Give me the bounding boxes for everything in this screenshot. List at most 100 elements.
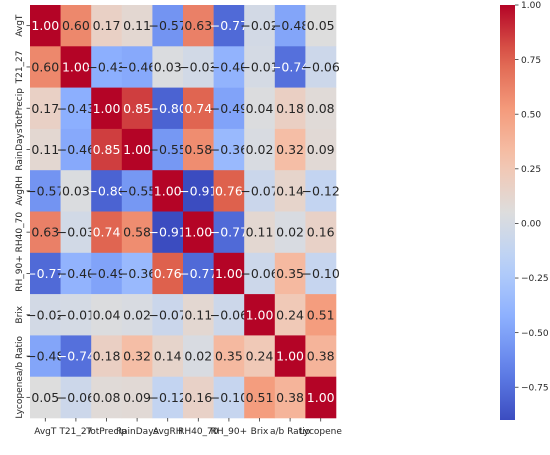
heatmap-cell-AvgRH-TotPrecip	[91, 170, 123, 212]
heatmap-cell-RH40_70-Lycopene	[305, 211, 337, 254]
y-tick-label: RH40_70	[15, 212, 25, 253]
cell-value-label: −0.77	[210, 225, 248, 240]
heatmap-cell-AvgT-AvgRH	[152, 5, 184, 47]
cell-value-label: 0.58	[184, 142, 212, 157]
cell-value-label: 0.76	[154, 266, 182, 281]
heatmap-cell-Lycopene-RainDays	[121, 376, 153, 419]
x-tick-label: RainDays	[116, 427, 159, 437]
cell-value-label: 1.00	[184, 225, 212, 240]
heatmap-cell-Brix-RH40_70	[183, 294, 214, 336]
cell-value-label: 0.11	[246, 225, 274, 240]
cell-value-label: −0.40	[210, 59, 248, 74]
heatmap-cell-RainDays-RainDays	[121, 128, 153, 171]
cell-value-label: 0.32	[276, 142, 304, 157]
cell-value-label: −0.12	[149, 390, 187, 405]
cell-value-label: −0.03	[57, 225, 95, 240]
cell-value-label: −0.07	[149, 307, 187, 322]
heatmap-cell-a/b Ratio-T21_27	[60, 335, 92, 377]
cell-value-label: −0.02	[26, 307, 64, 322]
heatmap-cell-RH_90+-RH40_70	[183, 252, 214, 295]
cell-value-label: 0.60	[62, 18, 90, 33]
heatmap-cell-Lycopene-a/b Ratio	[274, 376, 306, 419]
cell-value-label: −0.03	[179, 59, 217, 74]
heatmap-cell-a/b Ratio-AvgRH	[152, 335, 184, 377]
cell-value-label: 0.02	[276, 225, 304, 240]
cell-value-label: 0.51	[246, 390, 274, 405]
cell-value-label: 1.00	[246, 307, 274, 322]
heatmap-cell-RH40_70-TotPrecip	[91, 211, 123, 254]
y-tick-label: RainDays	[15, 128, 25, 171]
colorbar-tick-label: 0.00	[521, 220, 541, 230]
cell-value-label: 0.11	[184, 307, 212, 322]
heatmap-cell-AvgT-a/b Ratio	[274, 5, 306, 47]
cell-value-label: 0.02	[246, 142, 274, 157]
heatmap-cell-a/b Ratio-TotPrecip	[91, 335, 123, 377]
heatmap-cell-TotPrecip-Lycopene	[305, 87, 337, 130]
heatmap-cell-RH40_70-RH_90+	[213, 211, 245, 254]
y-tick-label: AvgT	[15, 14, 25, 37]
cell-value-label: 0.03	[154, 59, 182, 74]
cell-value-label: 0.60	[31, 59, 59, 74]
heatmap-cell-T21_27-RainDays	[121, 46, 153, 88]
cell-value-label: 0.11	[123, 18, 151, 33]
cell-value-label: −0.91	[179, 183, 217, 198]
heatmap-cell-Lycopene-T21_27	[60, 376, 92, 419]
cell-value-label: −0.06	[302, 59, 340, 74]
cell-value-label: −0.57	[149, 18, 187, 33]
cell-value-label: −0.36	[118, 266, 156, 281]
cell-value-label: 0.09	[307, 142, 335, 157]
cell-value-label: 0.03	[62, 183, 90, 198]
heatmap-cell-RH40_70-RainDays	[121, 211, 153, 254]
heatmap-cell-RH40_70-a/b Ratio	[274, 211, 306, 254]
cell-value-label: −0.55	[118, 183, 156, 198]
cell-value-label: 0.38	[276, 390, 304, 405]
cell-value-label: 0.32	[123, 349, 151, 364]
heatmap-cell-T21_27-T21_27	[60, 46, 92, 88]
heatmap-cell-RH_90+-AvgT	[30, 252, 61, 295]
cell-value-label: 0.76	[215, 183, 243, 198]
cell-value-label: −0.06	[240, 266, 278, 281]
heatmap-cell-TotPrecip-RH_90+	[213, 87, 245, 130]
heatmap-cell-AvgRH-AvgRH	[152, 170, 184, 212]
heatmap-cell-RH_90+-T21_27	[60, 252, 92, 295]
cell-value-label: 1.00	[62, 59, 90, 74]
heatmap-cell-RainDays-a/b Ratio	[274, 128, 306, 171]
heatmap-cell-AvgRH-Brix	[244, 170, 276, 212]
heatmap-cell-a/b Ratio-RH_90+	[213, 335, 245, 377]
x-tick-label: AvgRH	[153, 427, 183, 437]
cell-value-label: 1.00	[93, 101, 121, 116]
cell-value-label: 0.08	[93, 390, 121, 405]
heatmap-cell-TotPrecip-RH40_70	[183, 87, 214, 130]
colorbar-gradient	[500, 5, 515, 420]
heatmap-cell-Lycopene-RH_90+	[213, 376, 245, 419]
heatmap-cell-RainDays-RH_90+	[213, 128, 245, 171]
cell-value-label: 0.08	[307, 101, 335, 116]
heatmap-cell-a/b Ratio-RH40_70	[183, 335, 214, 377]
heatmap-cell-T21_27-RH40_70	[183, 46, 214, 88]
cell-value-label: 0.16	[184, 390, 212, 405]
heatmap-cell-T21_27-Lycopene	[305, 46, 337, 88]
heatmap-cell-AvgRH-Lycopene	[305, 170, 337, 212]
heatmap-cell-AvgRH-a/b Ratio	[274, 170, 306, 212]
cell-value-label: 1.00	[31, 18, 59, 33]
heatmap-cell-Lycopene-Brix	[244, 376, 276, 419]
cell-value-label: 0.74	[93, 225, 121, 240]
heatmap-cell-AvgT-RH40_70	[183, 5, 214, 47]
heatmap-cell-a/b Ratio-RainDays	[121, 335, 153, 377]
heatmap-cell-RainDays-TotPrecip	[91, 128, 123, 171]
heatmap-cell-T21_27-a/b Ratio	[274, 46, 306, 88]
heatmap-cell-Brix-AvgRH	[152, 294, 184, 336]
cell-value-label: −0.40	[57, 266, 95, 281]
heatmap-cell-a/b Ratio-AvgT	[30, 335, 61, 377]
cell-value-label: 0.63	[31, 225, 59, 240]
cell-value-label: 1.00	[307, 390, 335, 405]
cell-value-label: 0.74	[184, 101, 212, 116]
cell-value-label: 0.35	[215, 349, 243, 364]
cell-value-label: −0.43	[57, 101, 95, 116]
heatmap-cell-Brix-Lycopene	[305, 294, 337, 336]
heatmap-cell-T21_27-RH_90+	[213, 46, 245, 88]
heatmap-cell-RH_90+-Lycopene	[305, 252, 337, 295]
cell-value-label: −0.07	[240, 183, 278, 198]
heatmap-cell-Brix-T21_27	[60, 294, 92, 336]
